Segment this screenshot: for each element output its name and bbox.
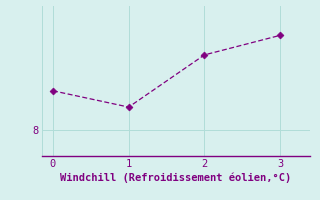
X-axis label: Windchill (Refroidissement éolien,°C): Windchill (Refroidissement éolien,°C) <box>60 173 292 183</box>
